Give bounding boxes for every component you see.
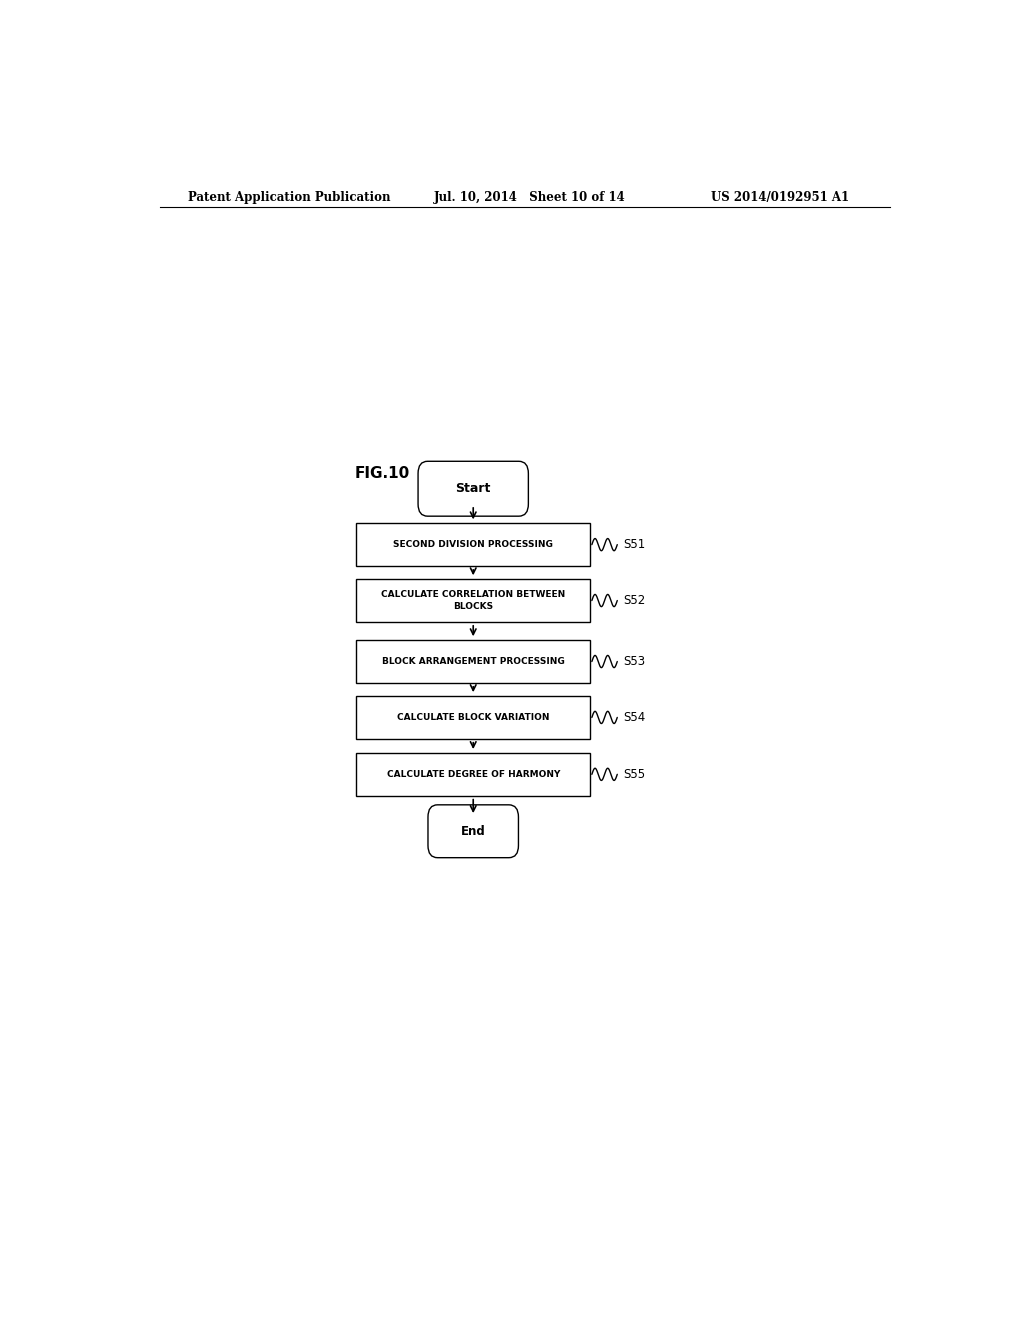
Text: S55: S55 (624, 768, 646, 781)
Text: SECOND DIVISION PROCESSING: SECOND DIVISION PROCESSING (393, 540, 553, 549)
Text: End: End (461, 825, 485, 838)
Text: S53: S53 (624, 655, 646, 668)
Bar (356, 640, 590, 682)
Text: S54: S54 (624, 711, 646, 723)
Text: BLOCK ARRANGEMENT PROCESSING: BLOCK ARRANGEMENT PROCESSING (382, 657, 564, 667)
Text: CALCULATE BLOCK VARIATION: CALCULATE BLOCK VARIATION (397, 713, 550, 722)
Bar (356, 523, 590, 566)
Text: CALCULATE CORRELATION BETWEEN
BLOCKS: CALCULATE CORRELATION BETWEEN BLOCKS (381, 590, 565, 611)
Text: S51: S51 (624, 539, 646, 552)
FancyBboxPatch shape (428, 805, 518, 858)
Text: FIG.10: FIG.10 (354, 466, 410, 480)
Text: US 2014/0192951 A1: US 2014/0192951 A1 (712, 190, 850, 203)
Bar (356, 579, 590, 622)
Bar (356, 752, 590, 796)
Text: Jul. 10, 2014   Sheet 10 of 14: Jul. 10, 2014 Sheet 10 of 14 (433, 190, 626, 203)
FancyBboxPatch shape (418, 461, 528, 516)
Text: Patent Application Publication: Patent Application Publication (187, 190, 390, 203)
Text: CALCULATE DEGREE OF HARMONY: CALCULATE DEGREE OF HARMONY (386, 770, 560, 779)
Text: Start: Start (456, 482, 490, 495)
Bar (356, 696, 590, 739)
Text: S52: S52 (624, 594, 646, 607)
